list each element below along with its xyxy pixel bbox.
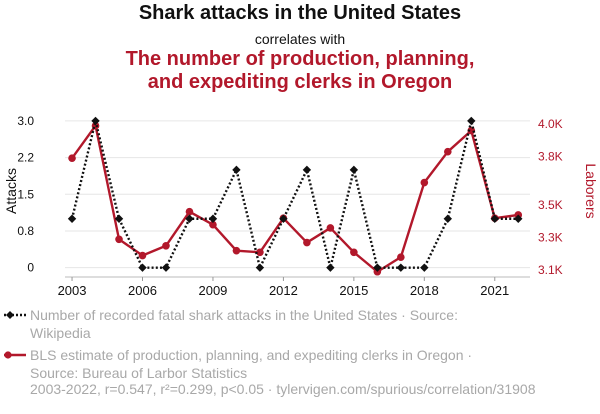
y-tick-label-left: 1.5	[17, 187, 34, 201]
chart-subtitle: The number of production, planning, and …	[0, 48, 600, 94]
y-tick-label-right: 3.8K	[538, 150, 563, 164]
x-tick-label: 2006	[128, 283, 157, 298]
data-point-clerks	[232, 246, 241, 255]
y-tick-label-right: 3.1K	[538, 263, 563, 277]
y-axis-label-left: Attacks	[3, 168, 19, 214]
data-point-clerks	[68, 154, 76, 162]
series-clerks	[68, 121, 523, 276]
axes: 0 0.8 1.5 2.2 3.0 3.1K 3.3K 3.5K 3.8K 4.0K 2003 200…	[17, 114, 562, 298]
data-point-shark	[326, 263, 335, 272]
y-tick-label-right: 3.5K	[538, 198, 563, 212]
x-tick-label: 2012	[269, 283, 298, 298]
data-point-clerks	[209, 220, 217, 229]
data-point-shark	[490, 214, 499, 223]
subtitle-line-1: The number of production, planning,	[125, 48, 475, 70]
legend-item-shark: Number of recorded fatal shark attacks i…	[30, 306, 458, 342]
data-point-shark	[349, 165, 359, 175]
legend-item-shark-line1: Number of recorded fatal shark attacks i…	[30, 307, 458, 323]
chart-connector: correlates with	[254, 31, 346, 47]
y-tick-label-left: 3.0	[17, 114, 34, 128]
data-point-shark	[161, 263, 171, 272]
y-axis-label-right: Laborers	[583, 163, 599, 218]
data-point-clerks	[326, 224, 335, 232]
data-point-shark	[67, 214, 77, 223]
data-point-clerks	[397, 253, 405, 261]
legend-item-shark-line2: Wikipedia	[30, 325, 91, 341]
legend-item-clerks: BLS estimate of production, planning, an…	[30, 346, 472, 382]
data-point-shark	[279, 214, 288, 223]
y-tick-label-left: 0.8	[17, 224, 34, 238]
data-point-shark	[208, 214, 218, 223]
gridlines	[65, 120, 530, 269]
data-point-clerks	[444, 147, 452, 156]
data-point-shark	[373, 263, 382, 272]
data-point-clerks	[420, 178, 429, 187]
data-point-shark	[302, 165, 312, 175]
x-tick-label: 2018	[410, 283, 439, 298]
x-tick-label: 2009	[198, 283, 227, 298]
y-tick-label-left: 0	[27, 261, 34, 275]
legend-item-clerks-line2: Source: Bureau of Larbor Statistics	[30, 365, 248, 381]
footer-source: 2003-2022, r=0.547, r²=0.299, p<0.05 · t…	[30, 381, 536, 397]
data-point-clerks	[256, 248, 264, 257]
data-point-shark	[420, 263, 429, 272]
data-point-shark	[514, 214, 523, 223]
legend-item-clerks-line1: BLS estimate of production, planning, an…	[30, 347, 473, 363]
y-tick-label-right: 3.3K	[538, 231, 563, 245]
data-point-shark	[114, 214, 124, 223]
legend-marker-shark	[4, 311, 26, 319]
data-point-clerks	[115, 235, 123, 244]
legend-marker-clerks	[4, 351, 26, 359]
data-point-shark	[396, 263, 406, 272]
chart-title: Shark attacks in the United States	[138, 2, 462, 24]
data-point-shark	[443, 214, 453, 223]
x-tick-label: 2003	[58, 283, 87, 298]
series-line-shark	[70, 120, 519, 272]
data-point-clerks	[350, 248, 358, 257]
data-point-shark	[467, 116, 476, 126]
series-shark-attacks	[67, 116, 523, 272]
data-point-clerks	[162, 241, 170, 250]
data-point-clerks	[185, 207, 194, 216]
y-tick-label-left: 2.2	[17, 151, 34, 165]
series-line-clerks	[71, 124, 519, 273]
data-point-shark	[185, 214, 194, 223]
data-point-shark	[255, 263, 265, 272]
y-tick-label-right: 4.0K	[538, 117, 563, 131]
subtitle-line-2: and expediting clerks in Oregon	[147, 71, 453, 93]
data-point-shark	[91, 116, 100, 126]
x-tick-label: 2021	[480, 283, 509, 298]
data-point-shark	[232, 165, 241, 175]
data-point-clerks	[303, 238, 311, 247]
data-point-shark	[138, 263, 147, 272]
x-tick-label: 2015	[339, 283, 368, 298]
data-point-clerks	[138, 251, 147, 260]
